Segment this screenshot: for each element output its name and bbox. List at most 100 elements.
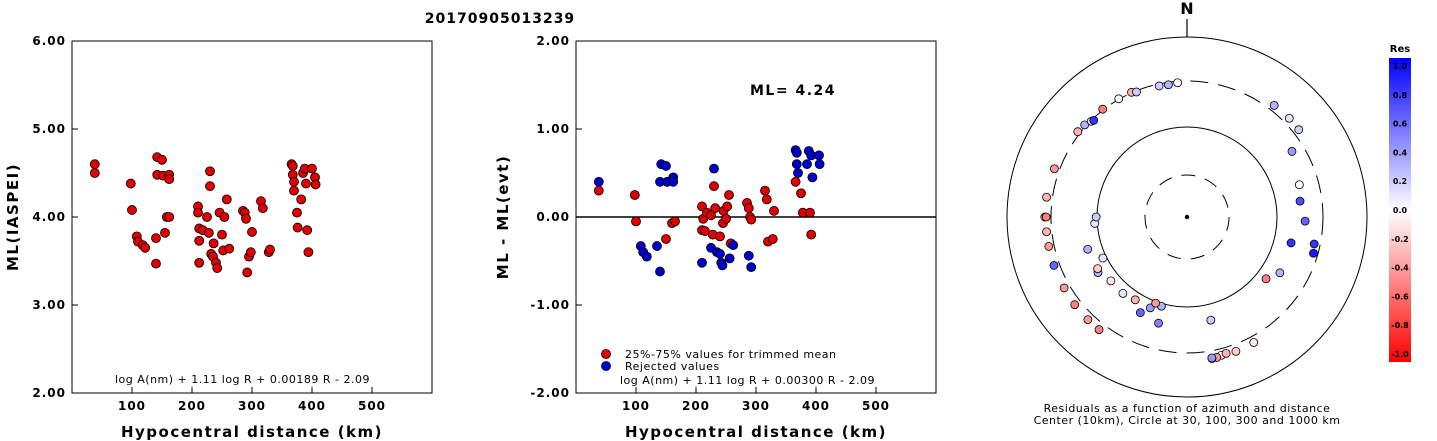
station-marker [1231,346,1241,356]
station-marker [1044,241,1054,251]
data-point [301,178,311,189]
station-marker [1206,315,1216,325]
colorbar-tick-label: -0.2 [1391,235,1409,244]
data-point [287,161,298,171]
legend-label-rejected: Rejected values [625,360,720,373]
data-point [203,227,214,238]
data-point [125,178,136,189]
data-point-rejected [743,250,754,261]
panel-ml-iaspei: 2.00 3.00 4.00 5.00 6.00 100 200 300 400 500 ML(… [4,34,433,441]
colorbar-tick-label: 0.4 [1393,148,1408,157]
colorbar: Res 1.0 0.8 0.6 0.4 0.2 0.0 -0.2 -0.4 -0.6 -0.8 -1… [1389,44,1411,362]
data-point [289,185,299,196]
x-tick-label: 100 [118,399,146,413]
data-point-trimmed [629,190,640,200]
y-tick-label: 4.00 [32,210,66,224]
station-marker [1114,94,1124,104]
station-marker [1091,212,1101,222]
station-marker [1309,239,1319,249]
station-marker [1269,100,1279,110]
data-point [202,212,212,222]
x-tick-label: 100 [622,399,650,413]
x-tick-label: 200 [178,399,206,413]
x-tick-label: 500 [358,399,386,413]
data-point-rejected [791,159,802,170]
data-point-trimmed [722,201,733,212]
x-tick-label: 400 [298,399,326,413]
station-marker [1094,325,1104,334]
station-marker [1151,298,1161,308]
legend-marker-trimmed [601,349,611,359]
colorbar-tick-label: 0.0 [1393,206,1408,215]
data-point [151,258,161,269]
station-marker [1089,115,1099,125]
station-marker [1164,80,1173,90]
station-marker [1294,180,1304,190]
data-point [257,203,268,214]
station-marker [1309,248,1318,258]
y-tick-label: 0.00 [536,210,570,224]
data-point-rejected [793,168,803,178]
data-point-trimmed [806,229,817,240]
station-marker [1042,227,1051,237]
station-marker [1275,268,1285,278]
y-axis-label: ML(IASPEI) [4,163,22,271]
y-tick-label: 6.00 [32,34,66,48]
y-axis-label: ML - ML(evt) [494,155,512,279]
data-point [194,257,205,268]
data-point-trimmed [743,203,754,214]
station-marker [1050,164,1059,174]
formula-label: log A(nm) + 1.11 log R + 0.00189 R - 2.0… [115,373,370,386]
x-axis-label: Hypocentral distance (km) [625,423,887,441]
y-tick-label: 5.00 [32,122,66,136]
data-point [205,181,215,192]
x-tick-label: 400 [802,399,830,413]
data-point [224,243,235,254]
data-point-trimmed [593,185,604,196]
data-point-trimmed [761,194,772,205]
data-point-rejected [655,266,665,277]
y-tick-label: 2.00 [32,386,66,400]
station-marker [1295,196,1305,206]
colorbar-title: Res [1390,44,1410,55]
x-tick-label: 200 [682,399,710,413]
station-marker [1059,283,1069,293]
ring-30km [1144,174,1230,260]
data-point [242,267,253,278]
data-point [310,179,321,190]
x-tick-label: 300 [742,399,770,413]
data-point-rejected [593,176,604,187]
data-point-trimmed [760,185,770,196]
data-point-rejected [697,257,707,268]
x-tick-label: 300 [238,399,266,413]
data-point-trimmed [661,234,671,244]
data-point-trimmed [631,216,641,227]
data-point [89,168,100,178]
caption-line-2: Center (10km), Circle at 30, 100, 300 an… [1034,414,1341,427]
data-point [217,229,227,240]
station-marker [1083,244,1093,254]
colorbar-gradient [1389,58,1411,362]
x-tick-label: 500 [862,399,890,413]
data-point-rejected [668,176,679,187]
data-point [205,166,215,177]
station-marker [1093,264,1103,273]
data-point-rejected [791,147,802,158]
y-tick-label: 2.00 [536,34,570,48]
station-marker [1135,308,1145,318]
data-point [193,207,203,218]
data-point-trimmed [790,176,801,187]
data-point-rejected [802,159,812,170]
data-point-rejected [746,262,757,273]
formula-label: log A(nm) + 1.11 log R + 0.00300 R - 2.0… [620,374,875,387]
data-point-rejected [728,240,739,251]
data-point [247,227,257,237]
y-tick-label: 3.00 [32,298,66,312]
data-point [292,222,303,233]
data-point-rejected [807,172,818,183]
station-marker [1154,318,1163,328]
data-point-trimmed [710,203,721,214]
colorbar-tick-label: -1.0 [1391,350,1409,359]
data-point-trimmed [715,231,725,242]
